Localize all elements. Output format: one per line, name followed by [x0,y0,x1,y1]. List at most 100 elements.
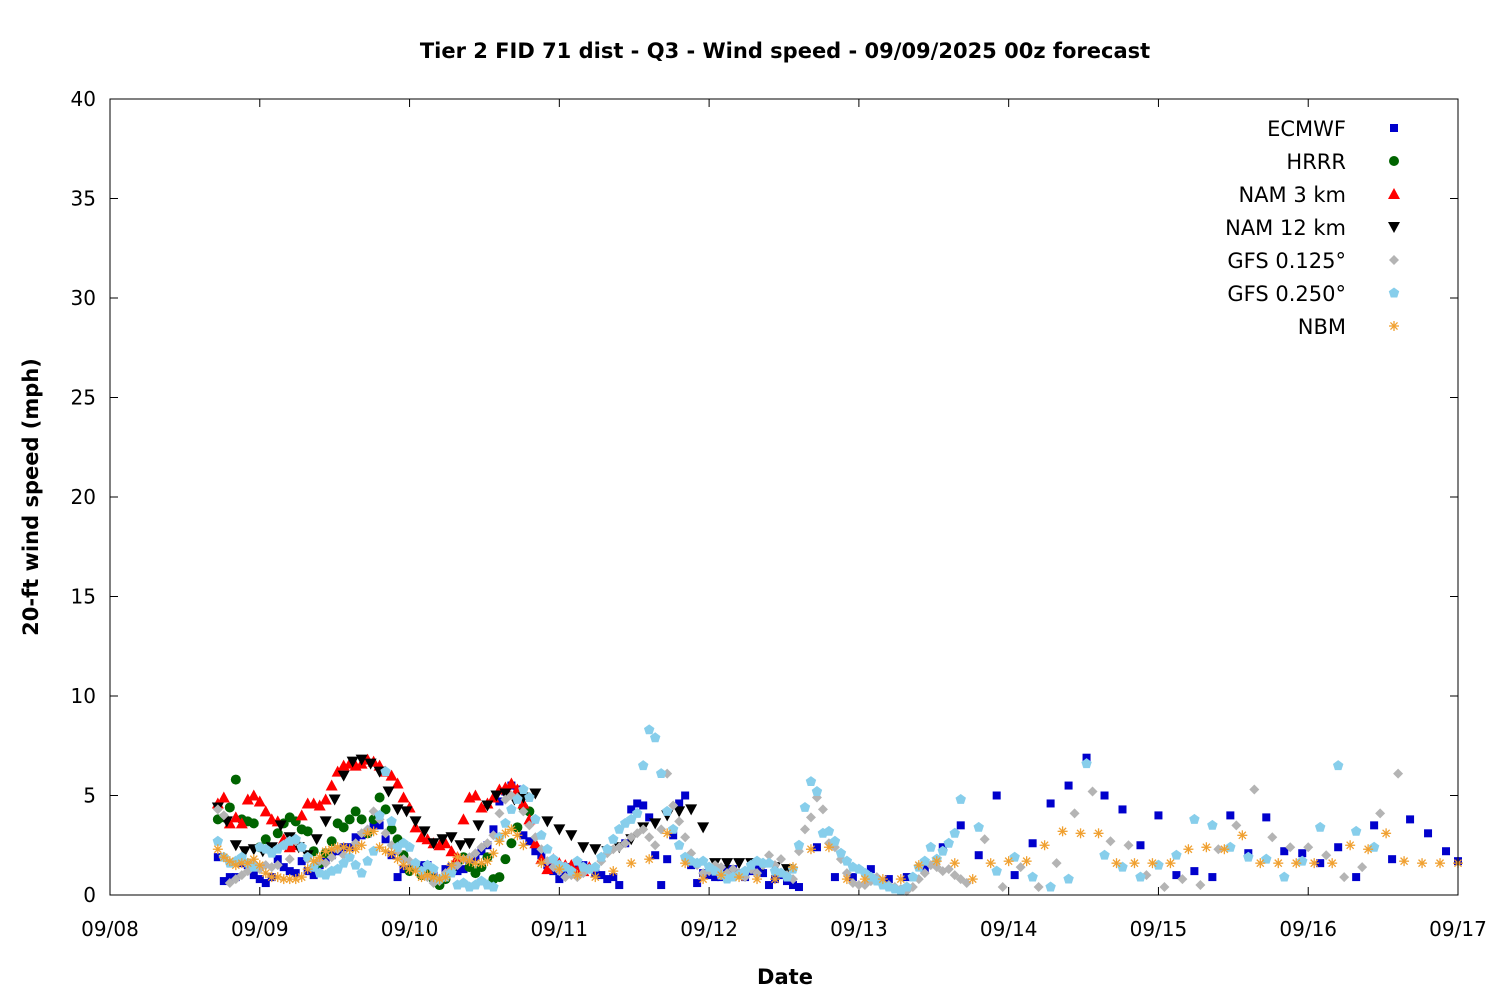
data-point [500,828,511,839]
data-point [673,839,685,850]
data-point [655,768,667,779]
data-point [346,756,359,768]
data-point [901,881,913,892]
data-point [459,865,468,874]
data-point [310,834,323,846]
data-point [895,874,906,885]
data-point [427,838,440,850]
data-point [255,875,264,884]
data-point [446,867,457,878]
data-point [1117,861,1128,872]
y-tick-label: 15 [71,585,96,609]
data-point [1442,847,1451,856]
data-point [967,874,978,885]
legend-marker [1388,188,1400,199]
data-point [224,856,235,867]
data-point [218,852,229,863]
x-tick-label: 09/11 [531,917,589,941]
data-point [884,875,893,884]
data-point [650,840,661,851]
data-point [1231,820,1242,831]
data-point [224,802,235,813]
data-point [763,857,775,868]
data-point [1237,830,1248,841]
y-axis-label: 20-ft wind speed (mph) [19,358,43,636]
legend-label: GFS 0.125° [1227,249,1346,273]
data-point [272,860,283,871]
data-point [711,873,720,882]
data-point [475,801,488,813]
data-point [542,843,553,854]
data-point [823,825,835,836]
y-tick-label: 25 [71,386,96,410]
data-point [949,858,960,869]
data-point [418,826,431,838]
data-point [236,851,248,862]
data-point [397,791,410,803]
data-point [302,864,313,875]
data-point [1226,811,1235,820]
data-point [1153,859,1164,870]
data-point [1399,856,1410,867]
data-point [805,812,816,823]
legend-marker [1388,287,1400,298]
data-point [457,813,470,825]
data-point [249,871,258,880]
data-point [453,867,462,876]
legend-label: ECMWF [1267,117,1346,141]
data-point [979,834,990,845]
data-point [391,804,404,816]
data-point [577,842,590,854]
data-point [398,860,409,871]
data-point [590,872,601,883]
data-point [716,870,727,881]
data-point [645,813,654,822]
data-point [382,786,395,798]
data-point [907,871,919,882]
data-point [518,784,529,794]
data-point [1015,862,1026,873]
data-point [213,853,222,862]
data-point [770,874,781,885]
data-point [805,844,816,855]
data-point [1352,873,1361,882]
data-point [1243,851,1254,862]
data-point [212,835,224,846]
data-point [350,859,361,870]
data-point [752,874,763,885]
data-point [469,789,482,801]
data-point [1135,871,1146,882]
data-point [669,831,678,840]
data-point [472,820,485,832]
legend-label: NAM 3 km [1238,183,1346,207]
y-tick-label: 5 [83,784,96,808]
data-point [212,844,223,855]
data-point [404,841,415,852]
data-point [260,834,271,845]
data-point [319,793,332,805]
data-point [369,821,378,830]
data-point [524,791,535,802]
data-point [506,824,517,835]
data-point [529,837,542,849]
data-point [1262,813,1271,822]
data-point [217,791,230,803]
data-point [1327,858,1338,869]
data-point [555,875,564,884]
data-point [337,770,350,782]
data-point [649,818,662,830]
data-point [698,874,709,885]
x-tick-label: 09/16 [1279,917,1337,941]
data-point [913,860,924,871]
y-tick-label: 10 [71,684,96,708]
data-point [541,816,554,828]
data-point [242,858,253,869]
data-point [386,815,397,826]
data-point [344,851,355,862]
data-point [284,854,295,865]
x-axis-label: Date [757,965,813,989]
data-point [1190,867,1199,876]
data-point [925,841,937,852]
data-point [1082,753,1091,762]
